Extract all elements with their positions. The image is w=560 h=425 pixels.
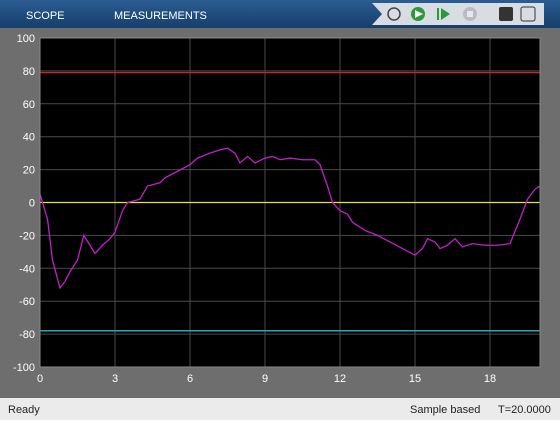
x-tick-label: 3 [112,373,118,385]
x-tick-label: 18 [484,373,496,385]
y-tick-label: 0 [29,198,35,210]
x-tick-label: 15 [409,373,421,385]
tab-scope[interactable]: SCOPE [26,10,65,22]
y-tick-label: 20 [23,165,35,177]
y-tick-label: 100 [17,33,35,45]
y-tick-label: -20 [19,230,35,242]
stop-icon [467,11,473,17]
y-tick-label: -80 [19,329,35,341]
x-tick-label: 0 [37,373,43,385]
x-tick-label: 9 [262,373,268,385]
status-text: Ready [8,404,40,416]
toolbar-icon-panel [372,3,544,25]
y-tick-label: 80 [23,66,35,78]
step-button[interactable] [437,8,450,20]
plot-border [39,37,541,368]
y-tick-label: 60 [23,99,35,111]
y-tick-label: -60 [19,296,35,308]
settings-button[interactable] [387,7,401,21]
x-tick-label: 12 [334,373,346,385]
run-icon [415,10,423,18]
signal-line [39,147,541,290]
y-tick-label: -100 [13,362,35,374]
status-mode: Sample based [410,404,480,416]
y-tick-label: 40 [23,132,35,144]
status-bar [0,398,560,420]
x-tick-label: 6 [187,373,193,385]
tab-measurements[interactable]: MEASUREMENTS [114,10,207,22]
help-button[interactable] [499,7,513,21]
status-time: T=20.0000 [498,404,551,416]
y-tick-label: -40 [19,263,35,275]
undock-button[interactable] [520,6,536,22]
